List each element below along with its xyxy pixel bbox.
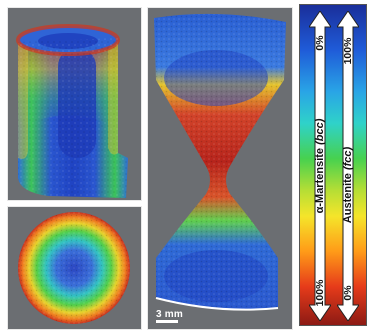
austenite-arrow: 100% Austenite (fcc) 0% bbox=[337, 11, 359, 321]
specimen-cylinder-render bbox=[16, 24, 128, 198]
scale-bar-label: 3 mm bbox=[156, 309, 183, 320]
phase-color-legend: 0% α-Martensite (bcc) 100% 100% Austenit… bbox=[299, 4, 367, 326]
martensite-label: α-Martensite (bcc) bbox=[314, 118, 326, 214]
cross-section-render bbox=[18, 212, 130, 324]
martensite-bottom-percent: 100% bbox=[314, 279, 326, 307]
hourglass-render bbox=[154, 13, 286, 311]
austenite-bottom-percent: 0% bbox=[342, 285, 354, 301]
double-arrow-icon bbox=[337, 11, 359, 321]
double-arrow-icon bbox=[309, 11, 331, 321]
scale-bar bbox=[156, 320, 178, 323]
austenite-label: Austenite (fcc) bbox=[342, 146, 354, 223]
martensite-top-percent: 0% bbox=[314, 35, 326, 51]
specimen-hourglass-view: 3 mm bbox=[147, 7, 293, 330]
specimen-cylinder-view bbox=[7, 7, 142, 201]
martensite-arrow: 0% α-Martensite (bcc) 100% bbox=[309, 11, 331, 321]
austenite-top-percent: 100% bbox=[342, 37, 354, 65]
specimen-cross-section-view bbox=[7, 206, 142, 330]
